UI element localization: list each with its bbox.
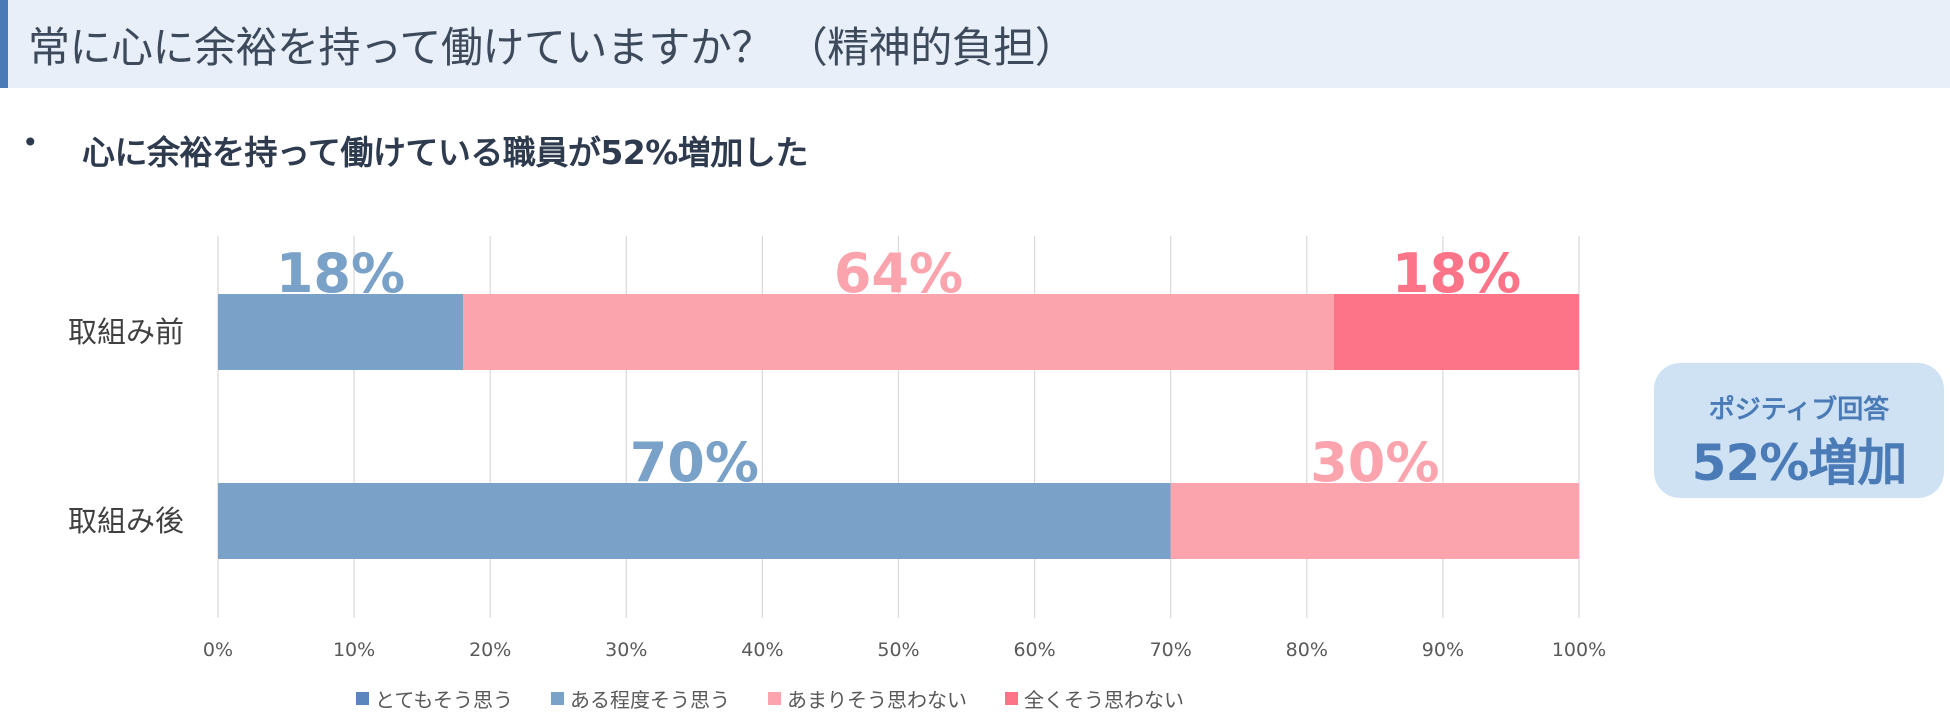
legend-item: ある程度そう思う	[551, 684, 730, 713]
callout-label: ポジティブ回答	[1708, 395, 1890, 425]
callout-value: 52%増加	[1691, 434, 1908, 492]
legend-swatch	[551, 692, 564, 705]
legend-label: とてもそう思う	[375, 688, 513, 712]
legend-label: あまりそう思わない	[787, 688, 967, 712]
legend-swatch	[356, 692, 369, 705]
title-bar: 常に心に余裕を持って働けていますか？ （精神的負担）	[0, 0, 1950, 88]
bar-segment	[218, 483, 1171, 559]
data-label: 18%	[1392, 242, 1521, 305]
x-tick-label: 80%	[1286, 639, 1328, 661]
x-tick-label: 20%	[469, 639, 511, 661]
x-tick-label: 30%	[605, 639, 647, 661]
legend-swatch	[1005, 692, 1018, 705]
x-tick-label: 70%	[1150, 639, 1192, 661]
data-label: 18%	[276, 242, 405, 305]
x-tick-label: 60%	[1013, 639, 1055, 661]
legend-item: とてもそう思う	[356, 684, 513, 713]
bar-segment	[1170, 483, 1579, 559]
bullet-marker: •	[22, 126, 39, 159]
chart-legend: とてもそう思う ある程度そう思う あまりそう思わない 全くそう思わない	[356, 684, 1184, 713]
legend-item: あまりそう思わない	[768, 684, 967, 713]
summary-text: 心に余裕を持って働けている職員が52%増加した	[82, 133, 808, 172]
legend-label: 全くそう思わない	[1024, 688, 1184, 712]
x-tick-label: 50%	[877, 639, 919, 661]
x-tick-label: 10%	[333, 639, 375, 661]
bar-segment	[218, 294, 463, 370]
data-label: 70%	[630, 431, 759, 494]
x-tick-label: 0%	[203, 639, 233, 661]
category-label: 取組み前	[68, 315, 184, 349]
data-label: 30%	[1310, 431, 1439, 494]
title-accent-bar	[0, 0, 8, 88]
x-tick-label: 90%	[1422, 639, 1464, 661]
page-title: 常に心に余裕を持って働けていますか？ （精神的負担）	[28, 23, 1077, 72]
legend-item: 全くそう思わない	[1005, 684, 1184, 713]
data-label: 64%	[834, 242, 963, 305]
x-tick-label: 100%	[1552, 639, 1606, 661]
category-label: 取組み後	[68, 504, 184, 538]
bar-segment	[1334, 294, 1579, 370]
legend-swatch	[768, 692, 781, 705]
x-tick-label: 40%	[741, 639, 783, 661]
legend-label: ある程度そう思う	[570, 688, 730, 712]
bar-segment	[462, 294, 1335, 370]
positive-answer-callout: ポジティブ回答 52%増加	[1654, 363, 1944, 498]
